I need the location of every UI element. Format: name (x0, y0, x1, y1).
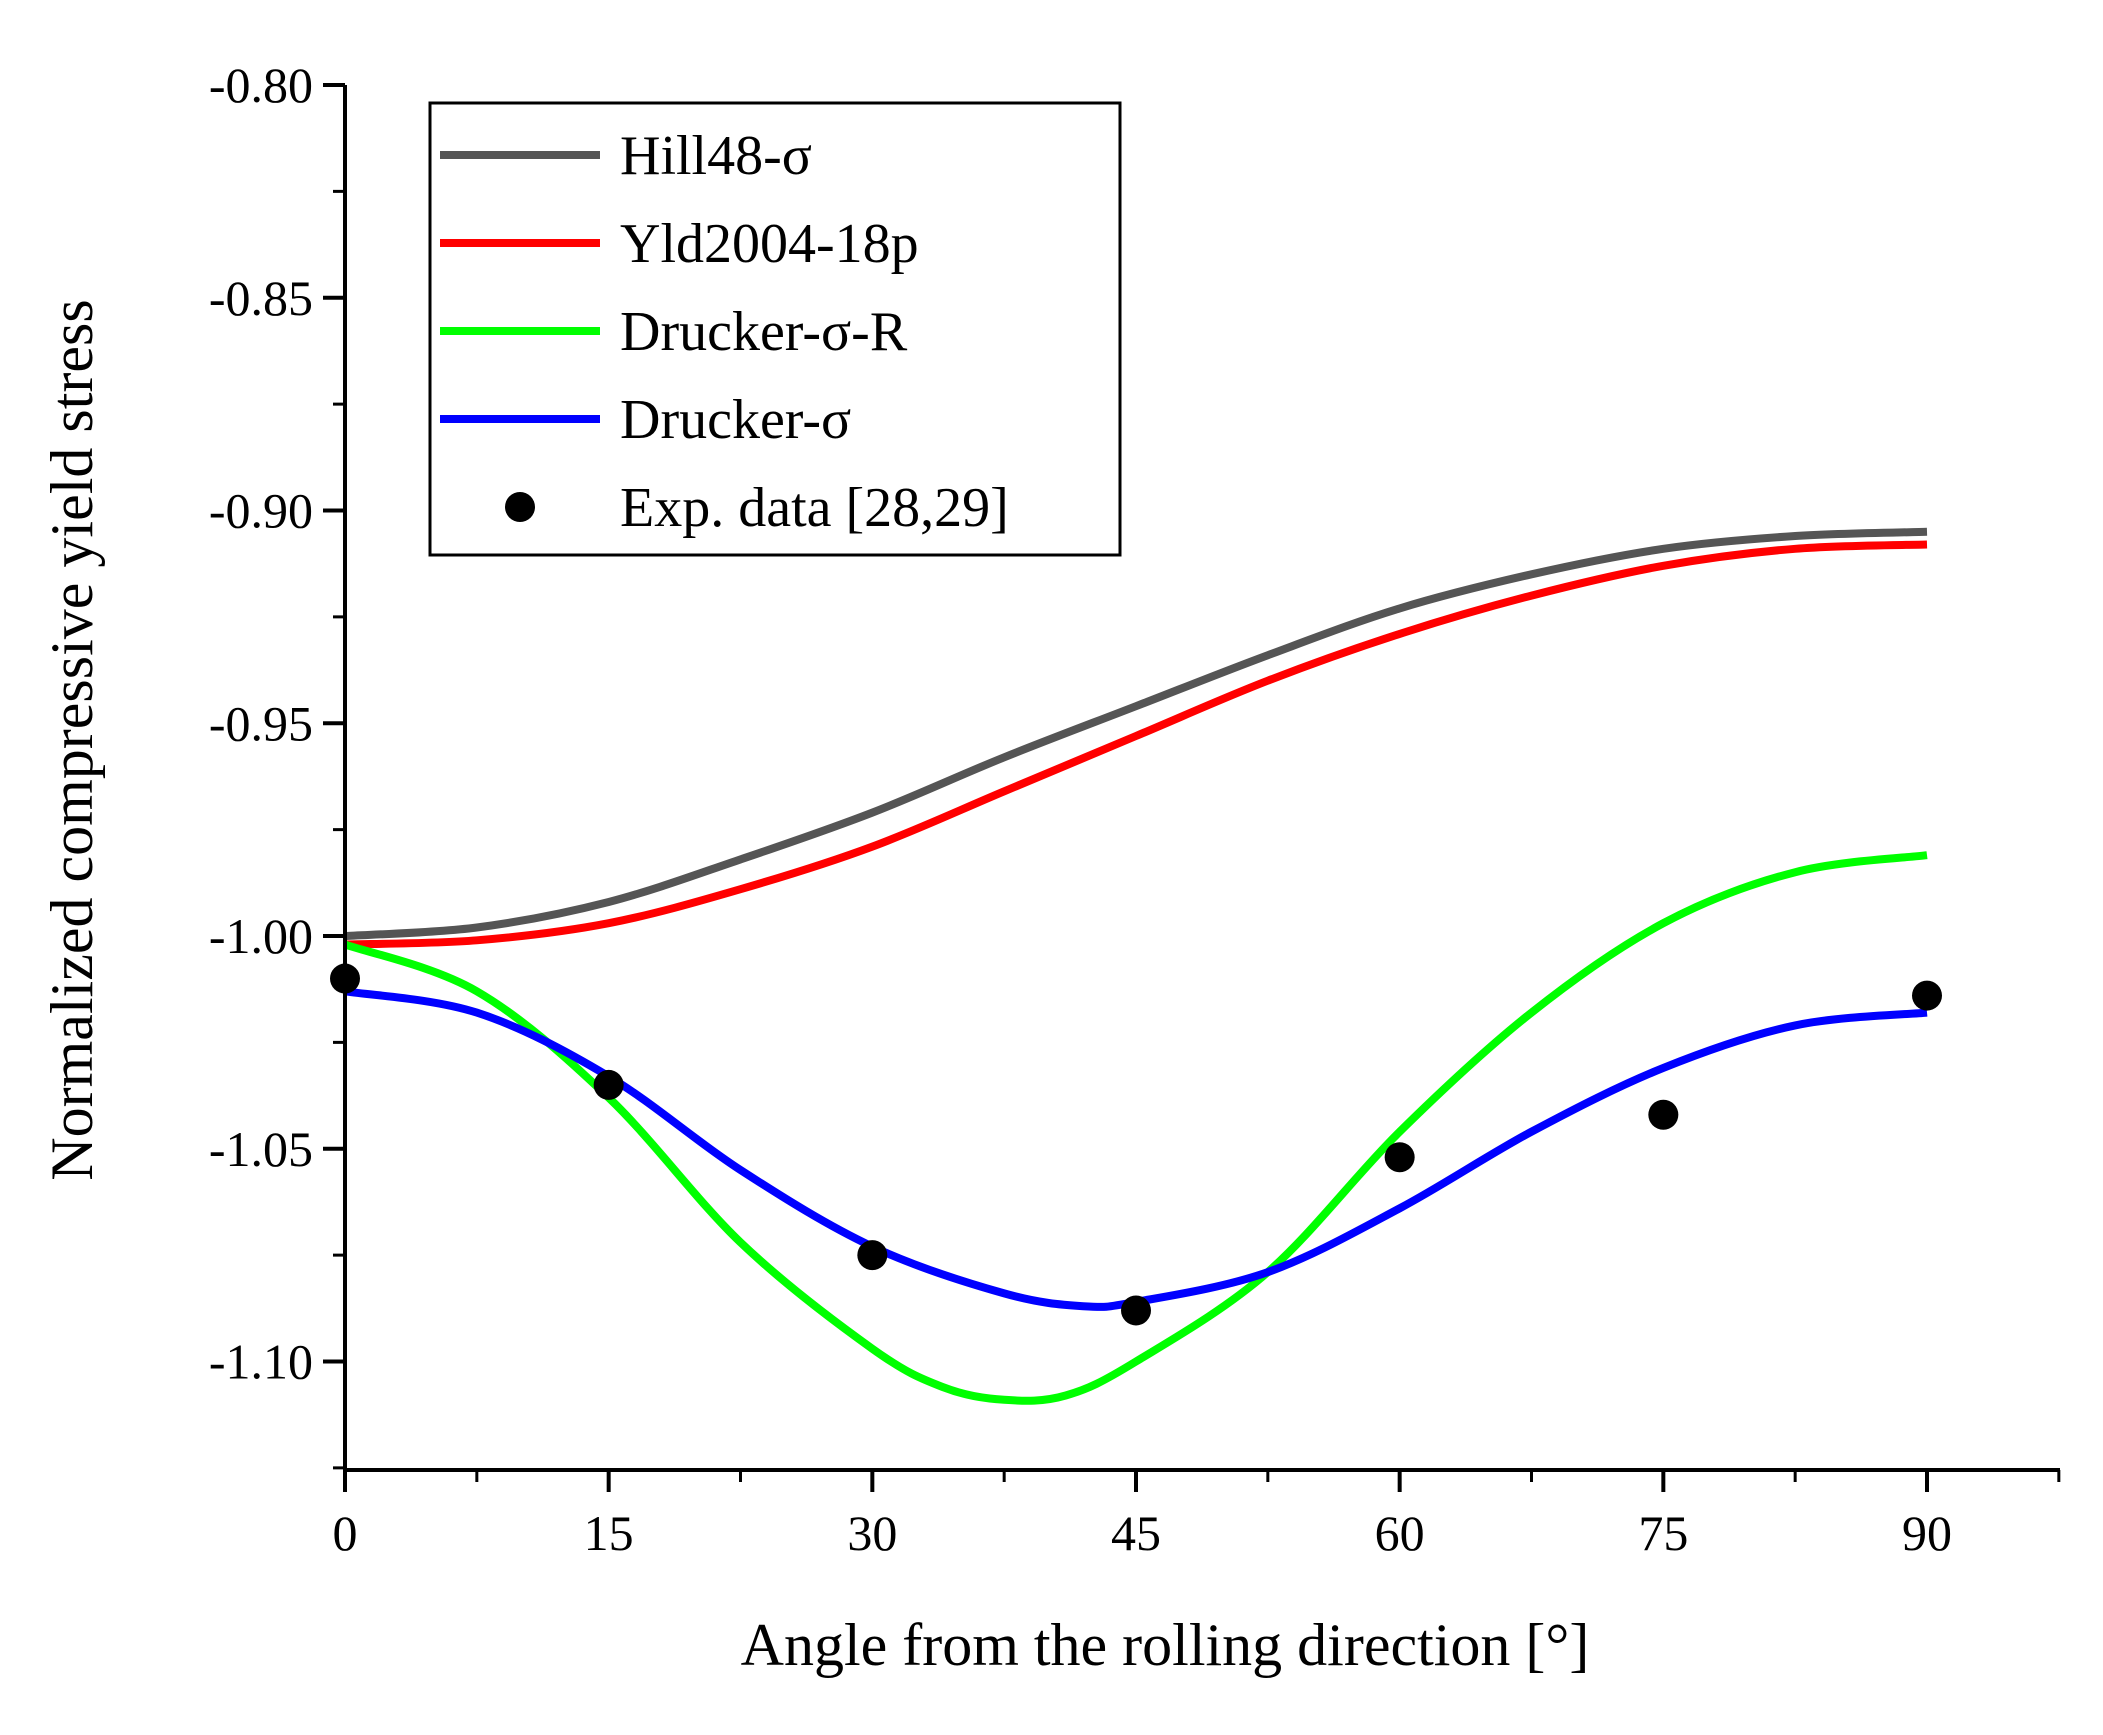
legend-marker (505, 492, 535, 522)
x-tick-label: 0 (333, 1505, 358, 1561)
y-tick-label: -1.10 (209, 1334, 313, 1390)
legend-label: Yld2004-18p (620, 213, 919, 275)
series-line-yld2004-18p (344, 540, 1928, 949)
data-point (1384, 1142, 1415, 1173)
x-tick-label: 75 (1638, 1505, 1688, 1561)
x-tick-label: 15 (584, 1505, 634, 1561)
y-tick-label: -0.95 (209, 695, 313, 751)
data-point (1648, 1099, 1679, 1130)
data-point (1912, 980, 1942, 1011)
axes: -0.80 -0.85 -0.90 -0.95 -1.00 -1.05 -1.10 0 15 30… (209, 57, 2061, 1561)
data-point (593, 1069, 624, 1100)
legend-label: Exp. data [28,29] (620, 477, 1009, 539)
y-tick-label: -0.85 (209, 270, 313, 326)
y-tick-label: -1.05 (209, 1121, 313, 1177)
data-point (1121, 1295, 1151, 1326)
y-tick-label: -1.00 (209, 908, 313, 964)
series-line-drucker (344, 987, 1928, 1311)
y-axis-title: Normalized compressive yield stress (39, 299, 105, 1180)
series-line-hill48 (344, 527, 1928, 940)
legend: Hill48-σ Yld2004-18p Drucker-σ-R Drucker-σ E… (428, 101, 1122, 557)
x-axis-title: Angle from the rolling direction [°] (741, 1612, 1590, 1678)
y-tick-label: -0.90 (209, 483, 313, 539)
series-line-drucker-r (343, 851, 1928, 1405)
plot-area (330, 527, 1942, 1405)
legend-label: Drucker-σ (620, 389, 851, 451)
data-point (857, 1240, 888, 1271)
legend-label: Drucker-σ-R (620, 301, 908, 363)
x-tick-label: 60 (1375, 1505, 1425, 1561)
x-tick-label: 90 (1902, 1505, 1952, 1561)
x-tick-label: 30 (847, 1505, 897, 1561)
x-tick-label: 45 (1111, 1505, 1161, 1561)
y-tick-label: -0.80 (209, 57, 313, 113)
legend-label: Hill48-σ (620, 125, 812, 187)
